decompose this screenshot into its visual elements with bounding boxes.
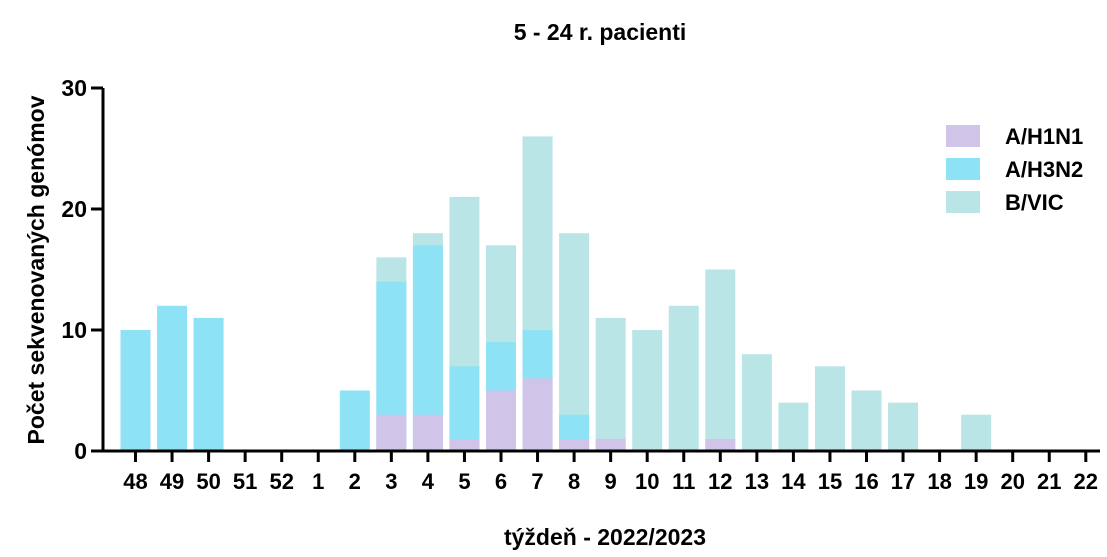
x-tick-label-6: 6 [495, 469, 507, 494]
legend-swatch-a-h1n1 [946, 125, 980, 147]
y-tick-label-0: 0 [74, 438, 87, 464]
chart-title: 5 - 24 r. pacienti [514, 19, 687, 45]
bar-a-h3n2-2 [339, 390, 370, 451]
bar-b-vic-17 [888, 402, 919, 451]
x-tick-label-18: 18 [927, 469, 951, 494]
x-tick-label-12: 12 [708, 469, 732, 494]
x-axis-label: týždeň - 2022/2023 [504, 524, 706, 550]
x-tick-label-13: 13 [745, 469, 769, 494]
bar-b-vic-19 [961, 414, 992, 451]
legend-label-a-h3n2: A/H3N2 [1005, 157, 1083, 182]
bar-b-vic-16 [851, 390, 882, 451]
bar-a-h1n1-7 [522, 378, 553, 451]
x-tick-label-7: 7 [531, 469, 543, 494]
bar-a-h3n2-48 [120, 330, 151, 451]
y-tick-label-30: 30 [61, 75, 87, 101]
bar-a-h1n1-8 [559, 438, 590, 451]
bar-a-h1n1-5 [449, 438, 480, 451]
x-tick-label-8: 8 [568, 469, 580, 494]
bar-a-h1n1-4 [412, 414, 443, 451]
x-tick-label-4: 4 [422, 469, 435, 494]
y-tick-label-20: 20 [61, 196, 87, 222]
x-tick-label-21: 21 [1037, 469, 1061, 494]
x-tick-label-16: 16 [854, 469, 878, 494]
y-tick-label-10: 10 [61, 317, 87, 343]
x-tick-label-52: 52 [269, 469, 293, 494]
x-tick-label-15: 15 [818, 469, 842, 494]
legend-swatch-a-h3n2 [946, 158, 980, 180]
x-tick-label-5: 5 [458, 469, 470, 494]
x-tick-label-22: 22 [1074, 469, 1098, 494]
bar-b-vic-13 [741, 354, 772, 451]
legend-swatch-b-vic [946, 191, 980, 213]
y-axis-label: Počet sekvenovaných genómov [23, 95, 49, 444]
x-tick-label-49: 49 [160, 469, 184, 494]
bar-b-vic-14 [778, 402, 809, 451]
bar-a-h1n1-9 [595, 438, 626, 451]
bar-b-vic-9 [595, 317, 626, 451]
x-tick-label-17: 17 [891, 469, 915, 494]
bar-a-h1n1-12 [705, 438, 736, 451]
x-tick-label-11: 11 [672, 469, 695, 494]
legend: A/H1N1 A/H3N2 B/VIC [946, 124, 1083, 215]
x-tick-label-2: 2 [349, 469, 361, 494]
bar-a-h3n2-49 [157, 305, 188, 451]
bar-b-vic-15 [814, 366, 845, 451]
bar-a-h3n2-5 [449, 366, 480, 451]
x-tick-label-20: 20 [1000, 469, 1024, 494]
x-tick-label-10: 10 [635, 469, 659, 494]
bar-a-h3n2-50 [193, 317, 224, 451]
x-tick-label-50: 50 [196, 469, 220, 494]
legend-label-a-h1n1: A/H1N1 [1005, 124, 1083, 149]
bar-a-h1n1-3 [376, 414, 407, 451]
bar-b-vic-12 [705, 269, 736, 451]
bar-a-h1n1-6 [486, 390, 516, 451]
bar-b-vic-10 [632, 330, 663, 451]
x-tick-label-48: 48 [123, 469, 147, 494]
x-tick-label-14: 14 [781, 469, 806, 494]
bar-b-vic-11 [668, 305, 699, 451]
x-tick-label-51: 51 [233, 469, 257, 494]
x-tick-label-3: 3 [385, 469, 397, 494]
x-tick-label-19: 19 [964, 469, 988, 494]
x-tick-label-9: 9 [605, 469, 617, 494]
x-tick-label-1: 1 [312, 469, 324, 494]
bars-layer [120, 136, 992, 451]
legend-label-b-vic: B/VIC [1005, 190, 1064, 215]
